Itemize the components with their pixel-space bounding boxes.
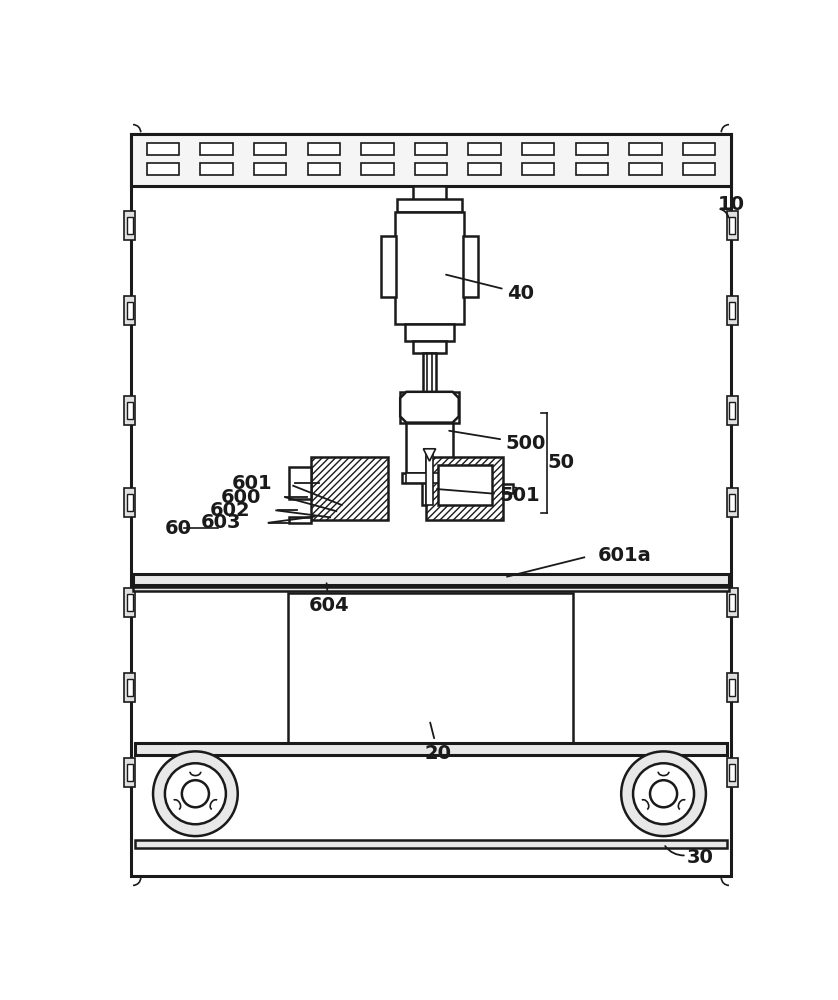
Text: 601: 601: [232, 474, 272, 493]
Bar: [135, 840, 727, 848]
Bar: [132, 134, 731, 186]
Bar: [727, 211, 738, 240]
Bar: [200, 143, 233, 155]
Bar: [308, 163, 340, 175]
Bar: [395, 212, 464, 324]
Bar: [412, 186, 447, 202]
Bar: [412, 341, 447, 353]
Polygon shape: [423, 449, 436, 461]
Bar: [311, 457, 388, 520]
Bar: [397, 199, 462, 212]
Bar: [406, 473, 453, 483]
Bar: [124, 488, 135, 517]
Bar: [127, 402, 133, 419]
Bar: [427, 457, 504, 520]
Bar: [513, 487, 515, 490]
Bar: [727, 296, 738, 325]
Text: 601a: 601a: [597, 546, 651, 565]
Text: 50: 50: [548, 453, 575, 472]
Bar: [683, 143, 715, 155]
Text: 60: 60: [164, 519, 192, 538]
Bar: [124, 296, 135, 325]
Bar: [287, 593, 572, 743]
Bar: [308, 143, 340, 155]
Text: 603: 603: [201, 513, 241, 532]
Text: 30: 30: [686, 848, 713, 867]
Bar: [729, 679, 735, 696]
Bar: [729, 594, 735, 611]
Bar: [406, 423, 453, 473]
Circle shape: [153, 751, 238, 836]
Bar: [124, 211, 135, 240]
Bar: [401, 473, 458, 483]
Bar: [438, 465, 492, 505]
Bar: [729, 217, 735, 234]
Bar: [504, 484, 513, 493]
Circle shape: [182, 780, 209, 807]
Bar: [200, 163, 233, 175]
Bar: [127, 217, 133, 234]
Bar: [729, 494, 735, 511]
Bar: [468, 163, 501, 175]
Bar: [422, 353, 437, 392]
Text: 40: 40: [446, 275, 535, 303]
Text: 10: 10: [717, 195, 744, 214]
Bar: [727, 488, 738, 517]
Bar: [629, 163, 661, 175]
Bar: [401, 392, 458, 423]
Bar: [124, 396, 135, 425]
Bar: [422, 483, 437, 505]
Bar: [415, 163, 447, 175]
Bar: [133, 574, 729, 585]
Bar: [254, 143, 287, 155]
Text: 600: 600: [220, 488, 261, 507]
Bar: [361, 163, 394, 175]
Bar: [127, 679, 133, 696]
Text: 602: 602: [210, 501, 251, 520]
Bar: [124, 673, 135, 702]
Bar: [727, 758, 738, 787]
Bar: [135, 743, 727, 755]
Bar: [289, 466, 311, 499]
Bar: [576, 143, 608, 155]
Bar: [468, 143, 501, 155]
Bar: [127, 302, 133, 319]
Bar: [576, 163, 608, 175]
Bar: [289, 517, 311, 523]
Bar: [415, 143, 447, 155]
Circle shape: [165, 763, 226, 824]
Bar: [729, 402, 735, 419]
Bar: [729, 764, 735, 781]
Bar: [147, 163, 179, 175]
Bar: [727, 588, 738, 617]
Bar: [133, 587, 729, 591]
Text: 501: 501: [437, 486, 541, 505]
Circle shape: [621, 751, 706, 836]
Bar: [127, 494, 133, 511]
Bar: [361, 143, 394, 155]
Bar: [405, 324, 454, 341]
Circle shape: [633, 763, 694, 824]
Bar: [147, 143, 179, 155]
Polygon shape: [401, 392, 458, 423]
Circle shape: [650, 780, 677, 807]
Bar: [426, 450, 433, 505]
Bar: [522, 163, 555, 175]
Bar: [127, 594, 133, 611]
Text: 604: 604: [308, 583, 349, 615]
Bar: [629, 143, 661, 155]
Text: 500: 500: [449, 431, 546, 453]
Bar: [381, 235, 396, 297]
Bar: [127, 764, 133, 781]
Bar: [463, 235, 478, 297]
Bar: [727, 673, 738, 702]
Bar: [124, 588, 135, 617]
Bar: [683, 163, 715, 175]
Bar: [729, 302, 735, 319]
Bar: [522, 143, 555, 155]
Bar: [727, 396, 738, 425]
Bar: [254, 163, 287, 175]
Bar: [124, 758, 135, 787]
Text: 20: 20: [424, 723, 452, 763]
